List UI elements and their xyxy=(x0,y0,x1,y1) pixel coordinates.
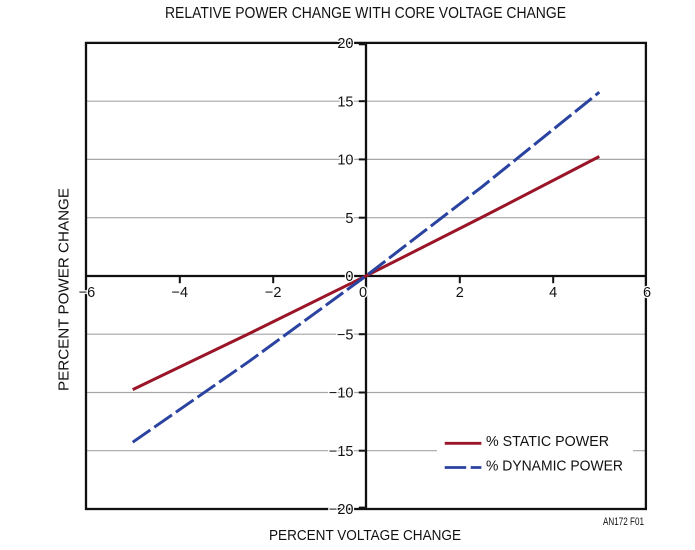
svg-text:% STATIC POWER: % STATIC POWER xyxy=(486,433,609,450)
svg-text:4: 4 xyxy=(549,285,557,301)
svg-text:−2: −2 xyxy=(265,285,282,301)
svg-text:15: 15 xyxy=(337,94,353,110)
svg-text:−6: −6 xyxy=(79,285,96,301)
svg-text:PERCENT POWER CHANGE: PERCENT POWER CHANGE xyxy=(56,188,73,391)
svg-text:−5: −5 xyxy=(337,327,354,343)
svg-text:−4: −4 xyxy=(172,285,189,301)
svg-text:−10: −10 xyxy=(329,386,354,402)
svg-text:−15: −15 xyxy=(329,444,354,460)
svg-text:−20: −20 xyxy=(329,502,354,518)
svg-text:2: 2 xyxy=(456,285,464,301)
svg-text:6: 6 xyxy=(643,285,651,301)
svg-text:RELATIVE POWER CHANGE WITH COR: RELATIVE POWER CHANGE WITH CORE VOLTAGE … xyxy=(165,5,566,22)
svg-text:5: 5 xyxy=(345,211,353,227)
svg-text:0: 0 xyxy=(345,269,353,285)
svg-text:0: 0 xyxy=(359,285,367,301)
svg-text:AN172 F01: AN172 F01 xyxy=(603,516,644,528)
svg-text:% DYNAMIC POWER: % DYNAMIC POWER xyxy=(486,458,623,475)
svg-text:20: 20 xyxy=(337,36,353,52)
svg-text:10: 10 xyxy=(337,153,353,169)
svg-text:PERCENT VOLTAGE CHANGE: PERCENT VOLTAGE CHANGE xyxy=(269,527,461,544)
